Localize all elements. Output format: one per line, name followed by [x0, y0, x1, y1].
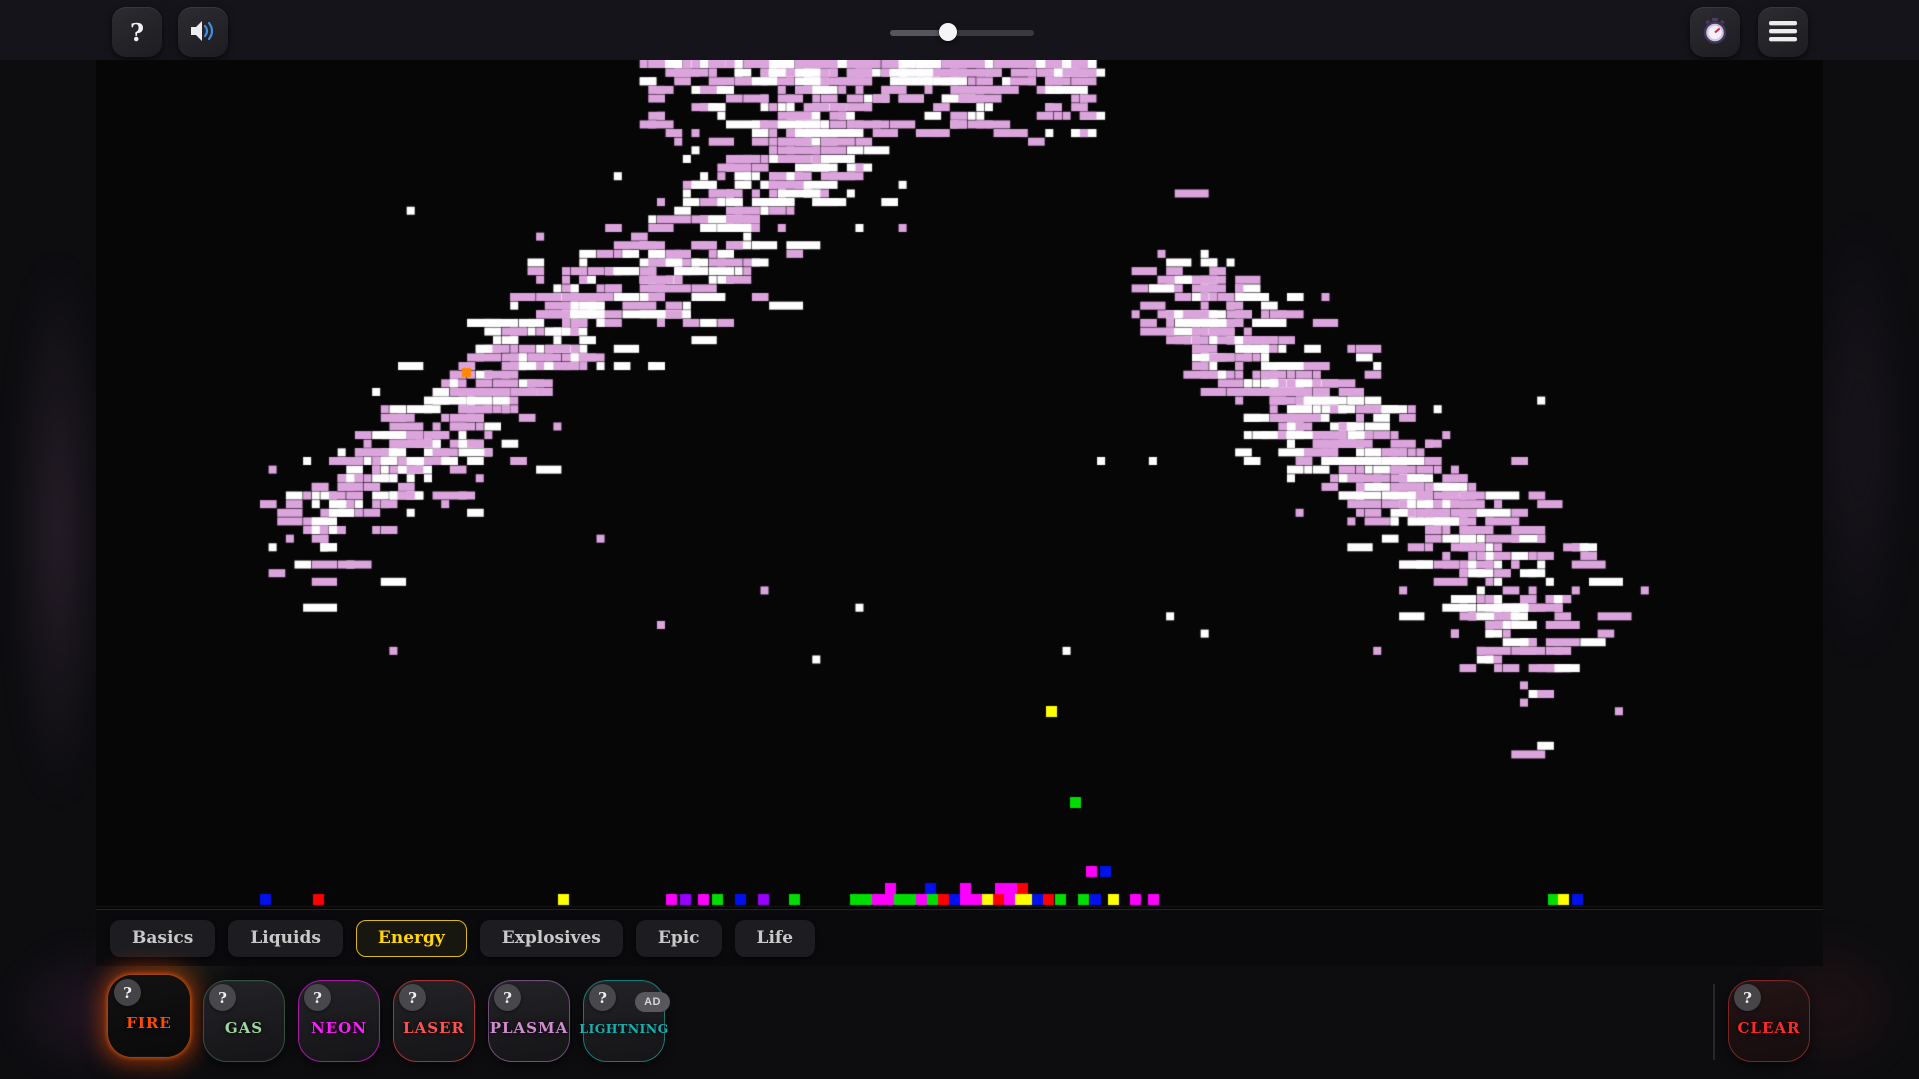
element-info-badge[interactable]: ?	[209, 984, 236, 1011]
speed-slider[interactable]	[890, 22, 1034, 42]
clear-button[interactable]: ? CLEAR	[1728, 980, 1810, 1062]
element-label: CLEAR	[1737, 1019, 1801, 1037]
tab-explosives[interactable]: Explosives	[479, 919, 623, 957]
element-label: GAS	[224, 1019, 264, 1037]
timer-button[interactable]	[1690, 7, 1740, 57]
element-info-badge[interactable]: ?	[114, 979, 141, 1006]
element-gas[interactable]: ? GAS	[203, 980, 285, 1062]
tab-basics[interactable]: Basics	[110, 919, 216, 957]
slider-fill	[890, 30, 948, 36]
element-label: LIGHTNING	[579, 1020, 669, 1036]
element-label: FIRE	[126, 1014, 172, 1032]
element-lightning[interactable]: ? AD LIGHTNING	[579, 980, 670, 1062]
element-info-badge[interactable]: ?	[494, 984, 521, 1011]
slider-track[interactable]	[890, 30, 1034, 36]
palette-divider	[1713, 984, 1715, 1060]
speaker-icon	[188, 18, 218, 47]
element-fire[interactable]: ? FIRE	[108, 975, 190, 1057]
hamburger-icon	[1768, 19, 1798, 46]
question-mark-icon: ?	[129, 17, 145, 47]
element-label: PLASMA	[489, 1019, 569, 1037]
element-info-badge[interactable]: ?	[589, 984, 616, 1011]
element-info-badge[interactable]: ?	[304, 984, 331, 1011]
tab-liquids[interactable]: Liquids	[228, 919, 343, 957]
element-info-badge[interactable]: ?	[1734, 984, 1761, 1011]
tab-life[interactable]: Life	[734, 919, 816, 957]
top-bar: ?	[0, 0, 1919, 60]
game-canvas[interactable]	[96, 60, 1823, 910]
stopwatch-icon	[1701, 17, 1729, 48]
element-info-badge[interactable]: ?	[399, 984, 426, 1011]
category-tabs: Basics Liquids Energy Explosives Epic Li…	[96, 910, 1823, 966]
sound-toggle-button[interactable]	[178, 7, 228, 57]
menu-button[interactable]	[1758, 7, 1808, 57]
tab-epic[interactable]: Epic	[635, 919, 722, 957]
tab-energy[interactable]: Energy	[355, 919, 467, 957]
element-label: LASER	[403, 1019, 465, 1037]
element-list: ? FIRE ? GAS ? NEON ? LASER ? PLASMA ? A…	[108, 975, 670, 1062]
slider-thumb[interactable]	[938, 23, 957, 41]
element-plasma[interactable]: ? PLASMA	[488, 980, 570, 1062]
element-label: NEON	[311, 1019, 367, 1037]
element-neon[interactable]: ? NEON	[298, 980, 380, 1062]
help-button[interactable]: ?	[112, 7, 162, 57]
backdrop-blob	[1814, 210, 1904, 670]
element-palette: ? FIRE ? GAS ? NEON ? LASER ? PLASMA ? A…	[96, 966, 1823, 1079]
backdrop-blob	[18, 250, 98, 810]
ad-badge: AD	[635, 992, 670, 1012]
element-laser[interactable]: ? LASER	[393, 980, 475, 1062]
